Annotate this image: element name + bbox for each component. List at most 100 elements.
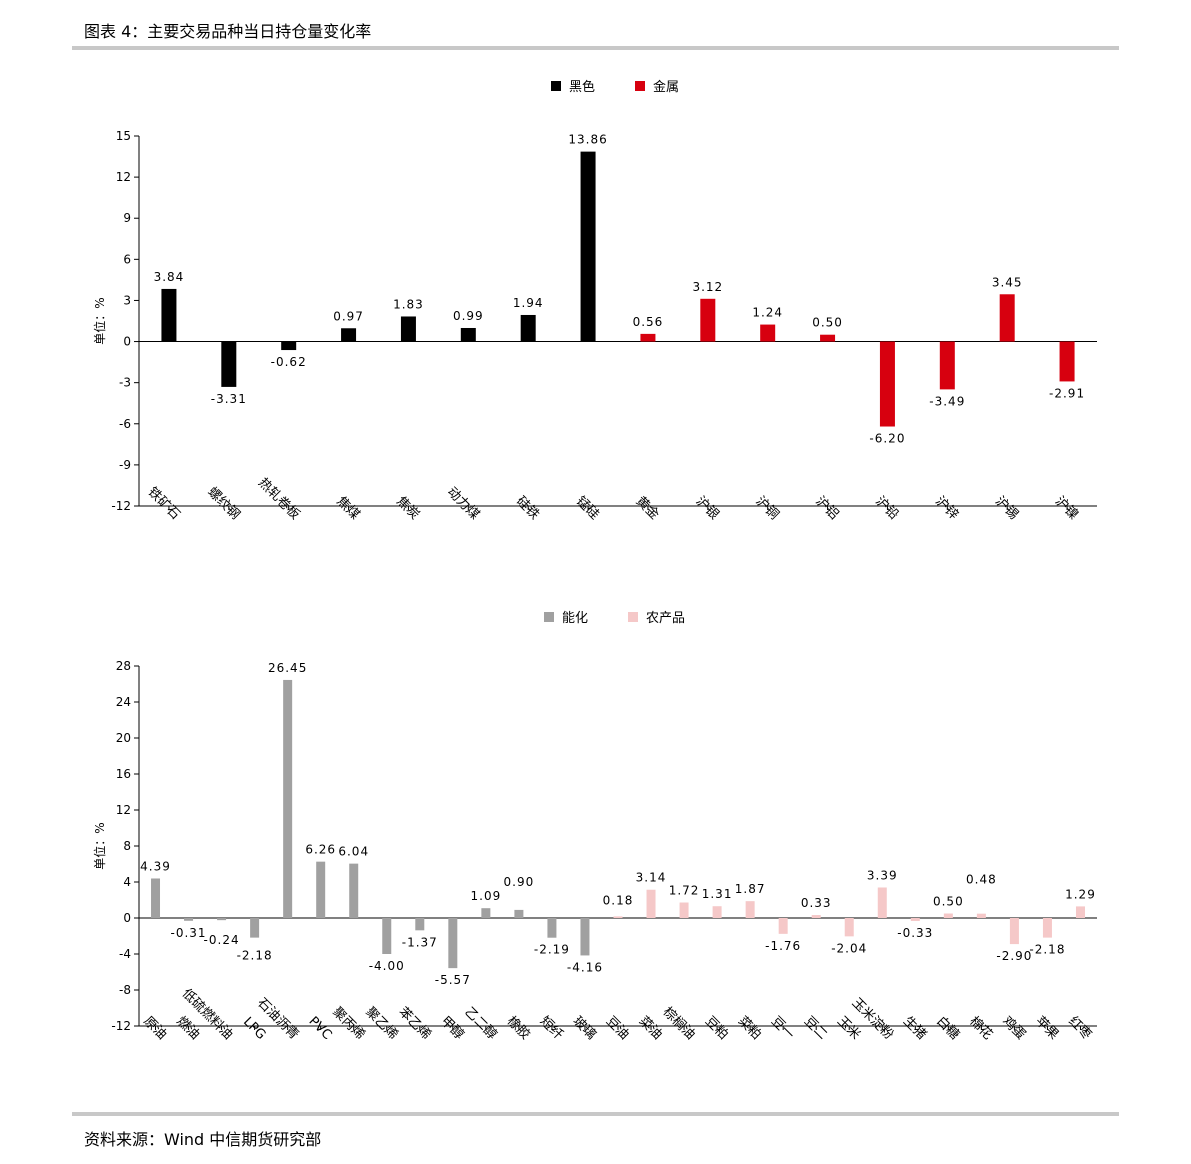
x-tick-label: 苹果 [1032, 1014, 1061, 1043]
bar [910, 918, 920, 921]
x-tick-label: 棕榈油 [660, 1005, 698, 1043]
data-label: 1.87 [735, 882, 766, 896]
data-label: 1.72 [669, 884, 700, 898]
legend-label: 黑色 [569, 79, 595, 95]
x-tick-label: 玉米 [834, 1014, 863, 1043]
x-tick-label: 豆粕 [702, 1014, 731, 1043]
y-tick-label: 8 [123, 839, 131, 853]
bar [481, 908, 491, 918]
bar [1009, 918, 1019, 945]
chart-energy-agri: 能化 农产品 -12 -8 -4 0 4 8 12 16 20 24 28 单位：% 4.39 原油 -0.31… [92, 611, 1097, 1043]
x-tick-label: PVC [306, 1014, 335, 1043]
data-label: 0.99 [453, 309, 484, 323]
y-tick-label: 12 [116, 803, 131, 817]
y-tick-label: -3 [119, 376, 131, 390]
bar [415, 918, 425, 931]
bar [520, 314, 536, 342]
y-tick-label: 3 [123, 293, 131, 307]
bar [184, 918, 194, 921]
data-label: -2.04 [831, 941, 867, 955]
legend-swatch [635, 81, 645, 91]
x-tick-label: LPG [240, 1014, 268, 1042]
data-label: -2.18 [237, 949, 273, 963]
x-tick-label: 沪铜 [752, 493, 782, 523]
bar [778, 918, 788, 934]
bar [760, 324, 776, 342]
bar [341, 328, 357, 342]
x-tick-label: 聚丙烯 [329, 1005, 367, 1043]
data-label: 3.45 [992, 275, 1023, 289]
bar [580, 918, 590, 956]
x-tick-label: 聚乙烯 [362, 1005, 400, 1043]
page-title: 图表 4：主要交易品种当日持仓量变化率 [84, 22, 372, 41]
data-label: 26.45 [268, 661, 307, 675]
y-tick-label: -12 [111, 499, 131, 513]
y-tick-label: -9 [119, 458, 131, 472]
x-tick-label: 玻璃 [570, 1014, 599, 1043]
bar [1075, 906, 1085, 918]
y-tick-label: 12 [116, 170, 131, 184]
data-label: -5.57 [435, 973, 471, 987]
legend-label: 能化 [562, 611, 588, 626]
data-label: 3.12 [692, 280, 723, 294]
x-tick-label: 沪镍 [1052, 493, 1082, 523]
bar [1042, 918, 1052, 938]
x-tick-label: 菜粕 [735, 1014, 764, 1043]
data-label: 0.48 [966, 873, 997, 887]
data-label: -2.19 [534, 943, 570, 957]
legend-label: 金属 [653, 79, 679, 95]
x-tick-label: 沪铝 [812, 493, 842, 523]
legend-swatch [551, 81, 561, 91]
y-tick-label: 0 [123, 335, 131, 349]
data-label: -2.90 [996, 949, 1032, 963]
bar [879, 341, 895, 427]
data-label: 1.94 [513, 296, 544, 310]
y-axis-title: 单位：% [92, 297, 107, 344]
bar [161, 288, 177, 342]
bar [646, 889, 656, 918]
data-label: 6.04 [338, 845, 369, 859]
bar [712, 906, 722, 918]
data-label: 3.39 [867, 868, 898, 882]
x-tick-label: 苯乙烯 [395, 1005, 433, 1043]
data-label: 1.24 [752, 306, 783, 320]
bar [939, 341, 955, 390]
x-tick-label: 菜油 [636, 1014, 665, 1043]
data-label: -2.18 [1029, 943, 1065, 957]
bar [811, 915, 821, 918]
data-label: 0.56 [633, 315, 664, 329]
data-label: 0.97 [333, 309, 364, 323]
bar [448, 918, 458, 969]
y-tick-label: -12 [111, 1019, 131, 1033]
data-label: 1.29 [1065, 887, 1096, 901]
data-label: 13.86 [568, 133, 607, 147]
data-label: -1.37 [402, 935, 438, 949]
bar [999, 294, 1015, 342]
x-tick-label: 燃油 [173, 1013, 203, 1043]
x-tick-label: 棉花 [966, 1013, 996, 1043]
data-label: -6.20 [869, 432, 905, 446]
data-label: 6.26 [305, 843, 336, 857]
bar [460, 327, 476, 342]
data-label: 0.33 [801, 896, 832, 910]
data-label: 3.84 [154, 270, 185, 284]
y-tick-label: 28 [116, 659, 131, 673]
y-tick-label: 0 [123, 911, 131, 925]
data-label: 3.14 [636, 871, 667, 885]
x-tick-label: 动力煤 [444, 485, 482, 523]
bar [151, 878, 161, 918]
x-tick-label: 乙二醇 [461, 1004, 500, 1043]
x-tick-label: 豆二 [801, 1014, 830, 1043]
data-label: -3.31 [211, 392, 247, 406]
bar [217, 918, 227, 921]
y-axis-title: 单位：% [92, 822, 107, 869]
data-label: 0.18 [603, 893, 634, 907]
y-tick-label: 15 [116, 129, 131, 143]
x-tick-label: 鸡蛋 [999, 1013, 1029, 1043]
bar [943, 913, 953, 918]
bar [547, 918, 557, 938]
bar [221, 341, 237, 387]
bar [382, 918, 392, 954]
bar [316, 861, 326, 918]
bar [514, 909, 524, 918]
